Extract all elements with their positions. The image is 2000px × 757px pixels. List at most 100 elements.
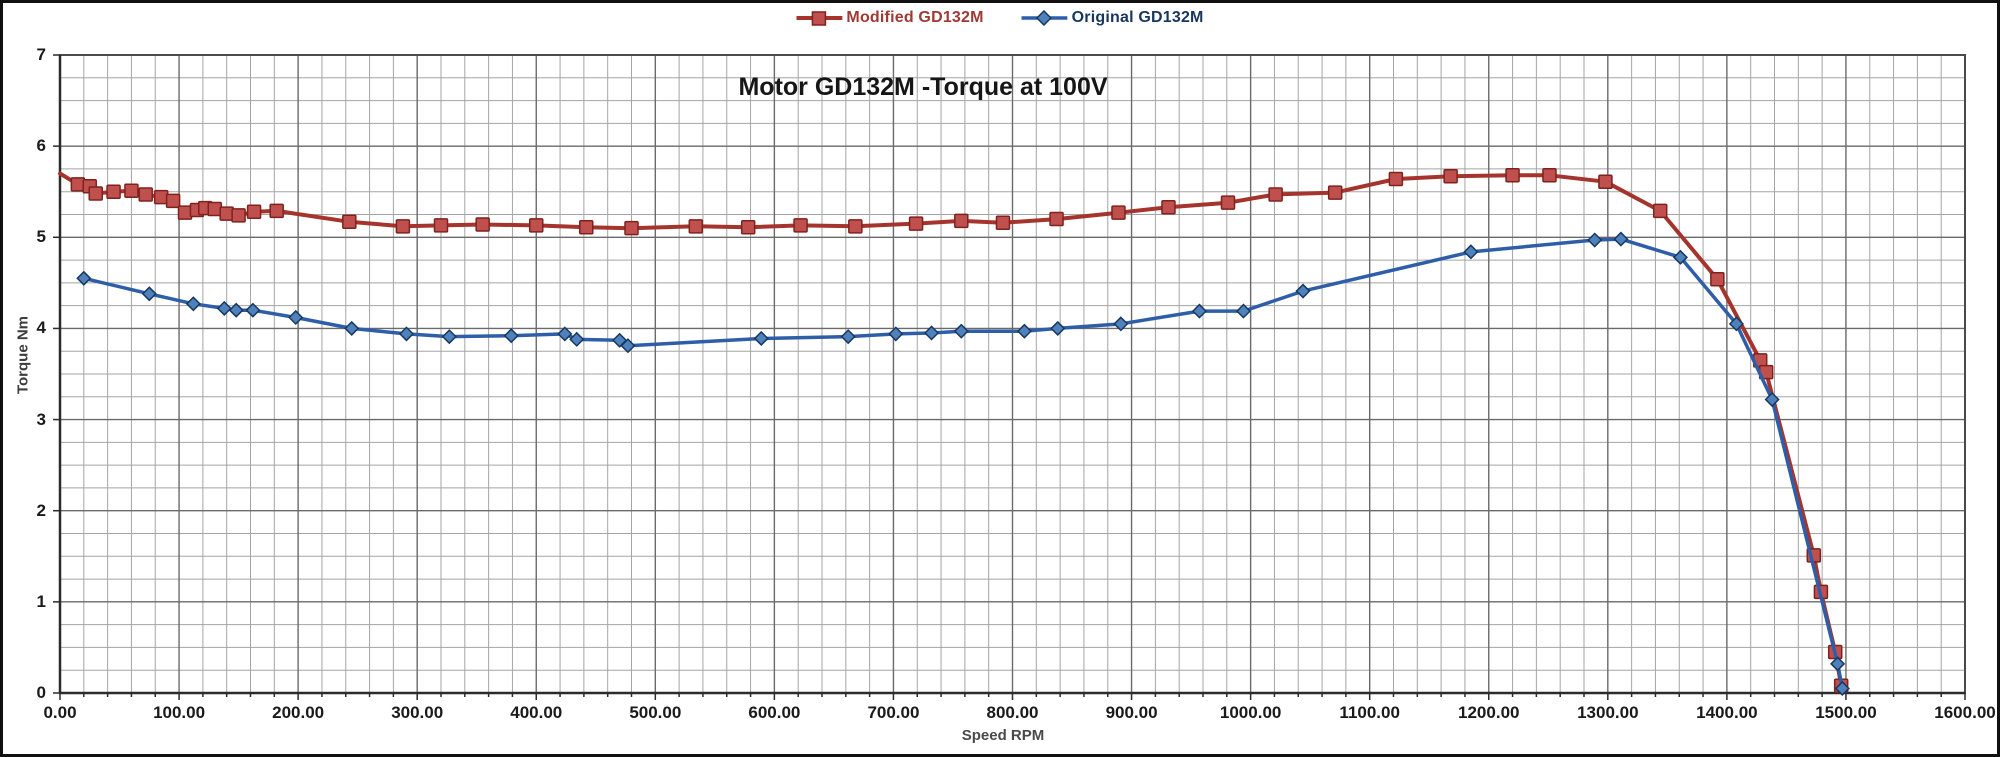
series-marker-square — [529, 218, 544, 233]
series-marker-square — [165, 193, 181, 209]
series-marker-diamond — [398, 326, 415, 342]
series-marker-square — [269, 203, 284, 219]
series-marker-diamond — [1113, 316, 1129, 332]
series-marker-square — [1220, 195, 1236, 210]
y-tick-label: 7 — [36, 45, 46, 64]
y-tick-label: 5 — [36, 227, 46, 247]
series-marker-square — [1652, 203, 1668, 219]
series-marker-diamond — [1016, 323, 1032, 339]
series-marker-diamond — [1463, 244, 1479, 260]
series-marker-square — [395, 219, 411, 234]
series-marker-square — [793, 218, 808, 233]
series-marker-diamond — [569, 331, 585, 347]
series-marker-diamond — [923, 325, 940, 341]
series-marker-square — [70, 177, 86, 192]
series-marker-diamond — [1587, 232, 1603, 248]
series-marker-diamond — [441, 329, 457, 345]
series-marker-square — [688, 219, 704, 234]
x-axis-title: Speed RPM — [961, 727, 1045, 744]
series-marker-diamond — [953, 323, 969, 339]
y-tick-label: 0 — [36, 683, 46, 702]
diamond-marker-icon — [1021, 10, 1068, 26]
series-marker-diamond — [1672, 249, 1689, 265]
y-tick-label: 1 — [36, 591, 46, 611]
chart-legend: Modified GD132M Original GD132M — [796, 9, 1203, 27]
series-marker-square — [124, 183, 139, 199]
series-marker-diamond — [185, 296, 201, 312]
series-marker-diamond — [1764, 391, 1780, 408]
series-marker-square — [995, 215, 1011, 230]
y-axis-title: Torque Nm — [14, 315, 32, 395]
series-marker-square — [219, 206, 234, 221]
series-marker-diamond — [288, 309, 304, 326]
series-marker-square — [433, 218, 449, 233]
x-tick-label: 800.00 — [986, 703, 1039, 722]
series-marker-diamond — [503, 328, 519, 344]
series-marker-square — [1049, 211, 1064, 227]
series-marker-diamond — [620, 338, 636, 354]
x-tick-label: 500.00 — [629, 703, 682, 722]
legend-item-original: Original GD132M — [1021, 9, 1204, 27]
series-marker-diamond — [76, 270, 92, 286]
x-tick-label: 300.00 — [391, 703, 444, 722]
series-marker-diamond — [1728, 316, 1744, 332]
series-marker-square — [177, 205, 193, 220]
series-marker-square — [88, 186, 103, 201]
series-marker-diamond — [1235, 303, 1252, 319]
series-marker-square — [1111, 205, 1126, 220]
series-marker-square — [246, 204, 262, 220]
x-tick-label: 1300.00 — [1577, 703, 1639, 722]
series-marker-square — [848, 219, 863, 234]
x-tick-label: 400.00 — [510, 703, 563, 722]
x-tick-label: 200.00 — [272, 703, 325, 722]
series-line-0 — [58, 171, 1844, 688]
legend-label-original: Original GD132M — [1071, 9, 1204, 26]
series-marker-square — [475, 217, 490, 232]
series-marker-square — [1268, 187, 1283, 202]
series-marker-square — [342, 214, 357, 230]
series-marker-square — [624, 220, 639, 236]
x-tick-label: 900.00 — [1105, 703, 1158, 722]
series-marker-diamond — [840, 329, 856, 345]
series-marker-square — [106, 184, 121, 199]
series-marker-diamond — [344, 320, 360, 336]
series-marker-square — [954, 213, 969, 229]
y-tick-label: 6 — [36, 136, 46, 156]
x-tick-label: 700.00 — [867, 703, 920, 722]
series-marker-diamond — [1050, 320, 1066, 336]
series-marker-diamond — [753, 330, 769, 347]
series-marker-diamond — [228, 302, 244, 318]
x-tick-label: 600.00 — [748, 703, 801, 722]
series-line-1 — [82, 237, 1845, 691]
series-marker-square — [1542, 168, 1557, 183]
legend-item-modified: Modified GD132M — [796, 9, 983, 27]
series-marker-square — [153, 189, 169, 205]
series-marker-square — [579, 220, 594, 235]
x-tick-label: 1100.00 — [1339, 703, 1400, 722]
series-marker-diamond — [1830, 656, 1846, 672]
series-marker-square — [231, 208, 246, 223]
series-marker-diamond — [216, 300, 232, 316]
y-tick-label: 4 — [36, 318, 46, 338]
series-marker-square — [908, 216, 924, 231]
series-marker-diamond — [1834, 680, 1850, 697]
series-marker-diamond — [1613, 231, 1629, 247]
series-marker-square — [740, 220, 756, 235]
x-tick-label: 100.00 — [153, 703, 206, 722]
series-marker-square — [1710, 271, 1725, 287]
series-marker-diamond — [245, 302, 261, 318]
square-marker-icon — [796, 11, 843, 26]
chart-title: Motor GD132M -Torque at 100V — [738, 73, 1108, 101]
series-marker-square — [1161, 199, 1176, 215]
series-marker-square — [207, 201, 223, 217]
x-tick-label: 1200.00 — [1458, 703, 1520, 722]
series-marker-square — [1598, 174, 1613, 189]
series-marker-diamond — [557, 326, 573, 342]
x-tick-label: 1500.00 — [1815, 703, 1877, 722]
series-marker-diamond — [888, 326, 904, 342]
series-marker-diamond — [141, 286, 157, 302]
x-tick-label: 1000.00 — [1219, 703, 1282, 722]
x-tick-label: 1600.00 — [1934, 703, 1996, 722]
x-tick-label: 1400.00 — [1696, 703, 1758, 722]
legend-label-modified: Modified GD132M — [846, 9, 984, 26]
